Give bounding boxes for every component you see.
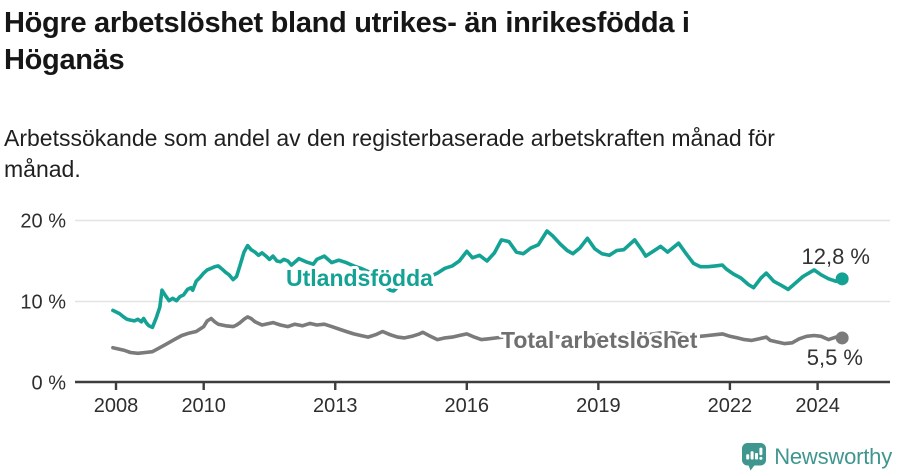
newsworthy-logo: Newsworthy [741,442,892,471]
chart-subtitle-line-2: månad. [4,156,81,182]
series-end-dot-total-arbetsl-shet [835,331,849,345]
series-label-total-arbetsl-shet: Total arbetslöshet [501,327,698,353]
chart-subtitle: Arbetssökande som andel av den registerb… [4,123,896,185]
series-line-utlandsf-dda [111,229,845,330]
chart-subtitle-line-1: Arbetssökande som andel av den registerb… [4,125,775,151]
chart-title-line-1: Högre arbetslöshet bland utrikes- än inr… [4,7,690,39]
x-axis-label-2016: 2016 [445,395,490,417]
end-value-label-total-arbetsl-shet: 5,5 % [807,345,863,370]
y-axis-label-0pct: 0 % [32,373,67,395]
series-end-dot-utlandsf-dda [835,272,849,286]
chart-title-line-2: Höganäs [4,44,125,76]
end-value-label-utlandsf-dda: 12,8 % [802,244,871,269]
x-axis-label-2013: 2013 [313,395,358,417]
x-axis-label-2022: 2022 [708,395,753,417]
x-axis-label-2024: 2024 [795,395,840,417]
x-axis-label-2008: 2008 [94,395,139,417]
series-label-utlandsf-dda: Utlandsfödda [286,265,433,291]
y-axis-label-10pct: 10 % [20,292,66,314]
x-axis-label-2010: 2010 [181,395,226,417]
newsworthy-wordmark: Newsworthy [774,443,892,469]
y-axis-label-20pct: 20 % [20,211,66,233]
chart-title: Högre arbetslöshet bland utrikes- än inr… [4,5,896,79]
series-line-total-arbetsl-shet [111,315,845,356]
newsworthy-speech-bubble-chart-icon [742,443,767,471]
x-axis-label-2019: 2019 [576,395,621,417]
